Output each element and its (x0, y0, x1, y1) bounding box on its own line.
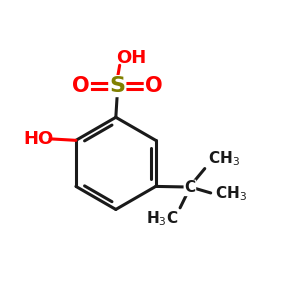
Text: O: O (145, 76, 162, 96)
Text: CH$_3$: CH$_3$ (214, 184, 247, 203)
Text: S: S (109, 76, 125, 96)
Text: OH: OH (116, 50, 146, 68)
Text: CH$_3$: CH$_3$ (208, 149, 240, 167)
Text: C: C (184, 180, 196, 195)
Text: H$_3$C: H$_3$C (146, 210, 178, 229)
Text: O: O (72, 76, 90, 96)
Text: HO: HO (23, 130, 53, 148)
